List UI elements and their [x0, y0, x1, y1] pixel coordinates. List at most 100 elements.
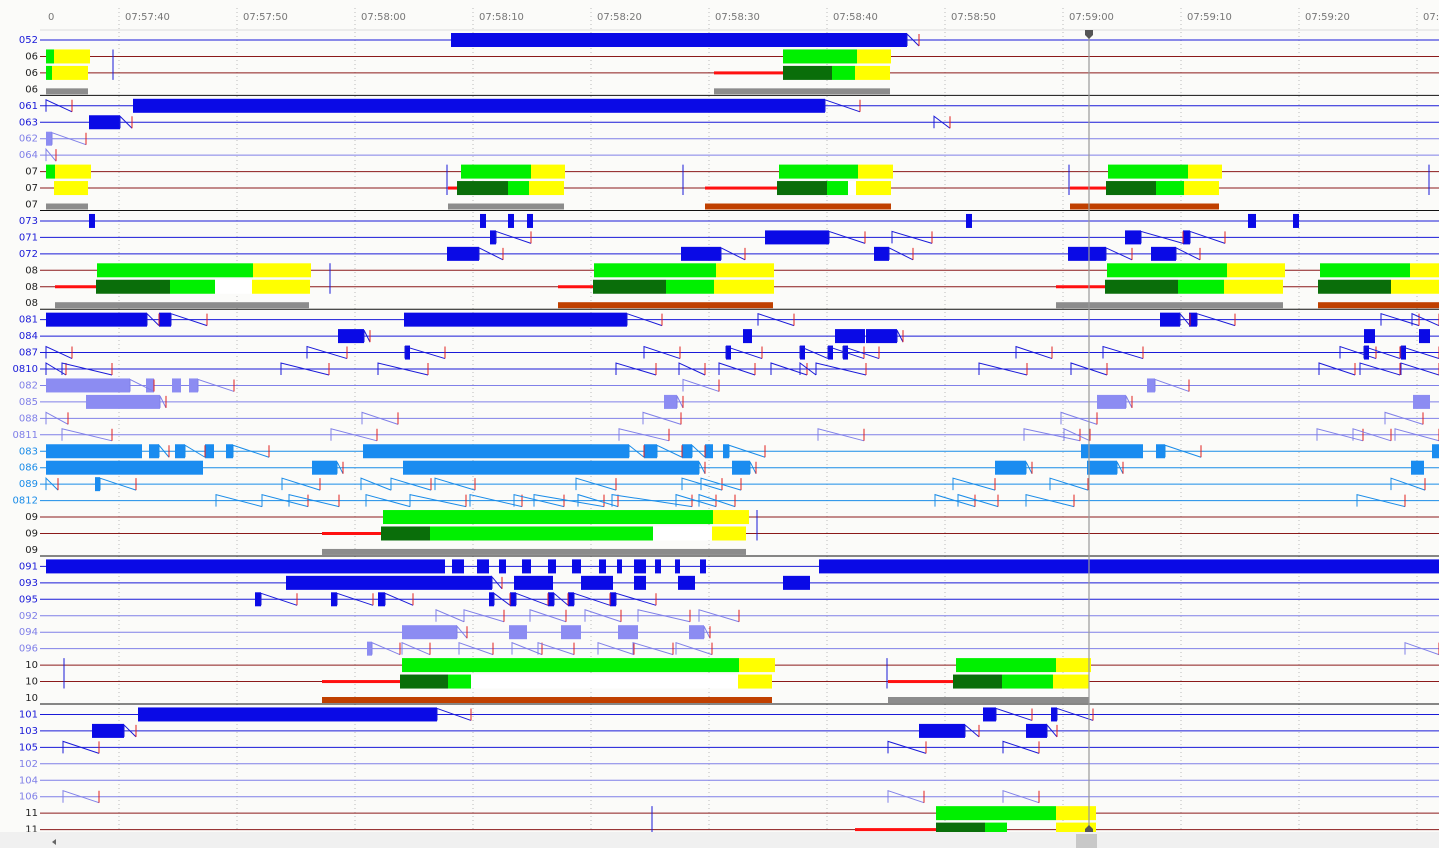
task-bar [403, 460, 699, 475]
task-bar [593, 279, 666, 294]
task-bar [856, 181, 891, 196]
task-bar [714, 279, 774, 294]
task-bar [1320, 263, 1410, 278]
row-label: 104 [19, 775, 38, 786]
ramp [280, 362, 330, 376]
wait-line [1070, 186, 1106, 190]
ramp [123, 723, 137, 738]
ramp [718, 362, 756, 376]
ramp [377, 362, 429, 376]
summary-bar [46, 88, 88, 95]
ramp [45, 362, 67, 376]
task-bar [1125, 230, 1141, 245]
ramp [678, 362, 706, 376]
task-bar [832, 65, 855, 80]
ramp [995, 707, 1033, 721]
ramp [361, 411, 399, 425]
task-bar [1056, 658, 1091, 673]
ramp [390, 477, 432, 491]
row-label: 07 [25, 183, 38, 194]
task-bar [568, 592, 574, 607]
task-bar [956, 658, 1056, 673]
ramp [749, 461, 757, 474]
ramp [1056, 707, 1094, 721]
axis-bar [0, 0, 1439, 30]
row-label: 11 [25, 825, 38, 836]
row-label: 11 [25, 808, 38, 819]
task-bar [1432, 444, 1439, 459]
row-label: 093 [19, 578, 38, 589]
ramp [1390, 477, 1426, 491]
task-bar [739, 658, 775, 673]
ramp [637, 609, 691, 623]
ramp [643, 345, 681, 360]
task-bar [681, 246, 721, 261]
ramp [281, 477, 321, 491]
task-bar [548, 592, 554, 607]
row-label: 101 [19, 709, 38, 720]
ramp [842, 345, 880, 360]
task-bar [581, 575, 613, 590]
row-label: 0812 [13, 496, 38, 507]
ramp [404, 345, 446, 360]
task-bar [95, 477, 100, 492]
ramp [615, 592, 657, 606]
ramp [45, 476, 59, 491]
ramp [799, 345, 829, 360]
row-label: 06 [25, 84, 38, 95]
row-label: 091 [19, 561, 38, 572]
task-bar [1026, 723, 1047, 738]
ramp [463, 609, 505, 623]
ramp [409, 493, 467, 508]
task-bar [857, 49, 891, 64]
task-bar [874, 246, 889, 261]
ramp [626, 312, 663, 327]
task-bar [966, 213, 972, 228]
task-bar [1391, 279, 1439, 294]
ramp [828, 230, 866, 244]
ramp [515, 592, 549, 606]
task-bar [800, 345, 805, 360]
task-bar [189, 378, 198, 393]
ramp [1356, 493, 1406, 508]
ramp [888, 247, 914, 261]
row-label: 083 [19, 446, 38, 457]
ramp [159, 395, 167, 409]
wait-line [448, 186, 457, 190]
ramp [681, 477, 723, 491]
ramp [533, 494, 605, 508]
ramp [978, 362, 1028, 376]
task-bar [610, 592, 616, 607]
ramp [1002, 740, 1040, 754]
ramp [1363, 345, 1401, 360]
task-bar [783, 65, 832, 80]
row-label: 088 [19, 413, 38, 424]
task-bar [1156, 444, 1165, 459]
summary-bar [1318, 302, 1439, 309]
ramp [511, 641, 543, 656]
ramp [934, 493, 976, 508]
task-bar [46, 65, 52, 80]
task-bar [572, 559, 581, 574]
task-bar [732, 460, 750, 475]
summary-bar [714, 88, 890, 95]
row-label: 07 [25, 200, 38, 211]
ramp [1352, 428, 1392, 442]
ramp [700, 477, 742, 491]
task-bar [133, 98, 825, 113]
ramp [260, 592, 298, 606]
scroll-thumb[interactable] [1076, 834, 1097, 848]
task-bar [1410, 263, 1439, 278]
task-bar [700, 559, 706, 574]
ramp [725, 345, 763, 360]
task-bar [170, 279, 215, 294]
task-bar [682, 444, 692, 459]
task-bar [716, 263, 774, 278]
task-bar [404, 312, 627, 327]
task-bar [514, 575, 553, 590]
time-label: 07:58:50 [951, 12, 996, 23]
task-bar [402, 658, 739, 673]
row-label: 081 [19, 315, 38, 326]
ramp [573, 592, 611, 606]
task-bar [919, 723, 965, 738]
